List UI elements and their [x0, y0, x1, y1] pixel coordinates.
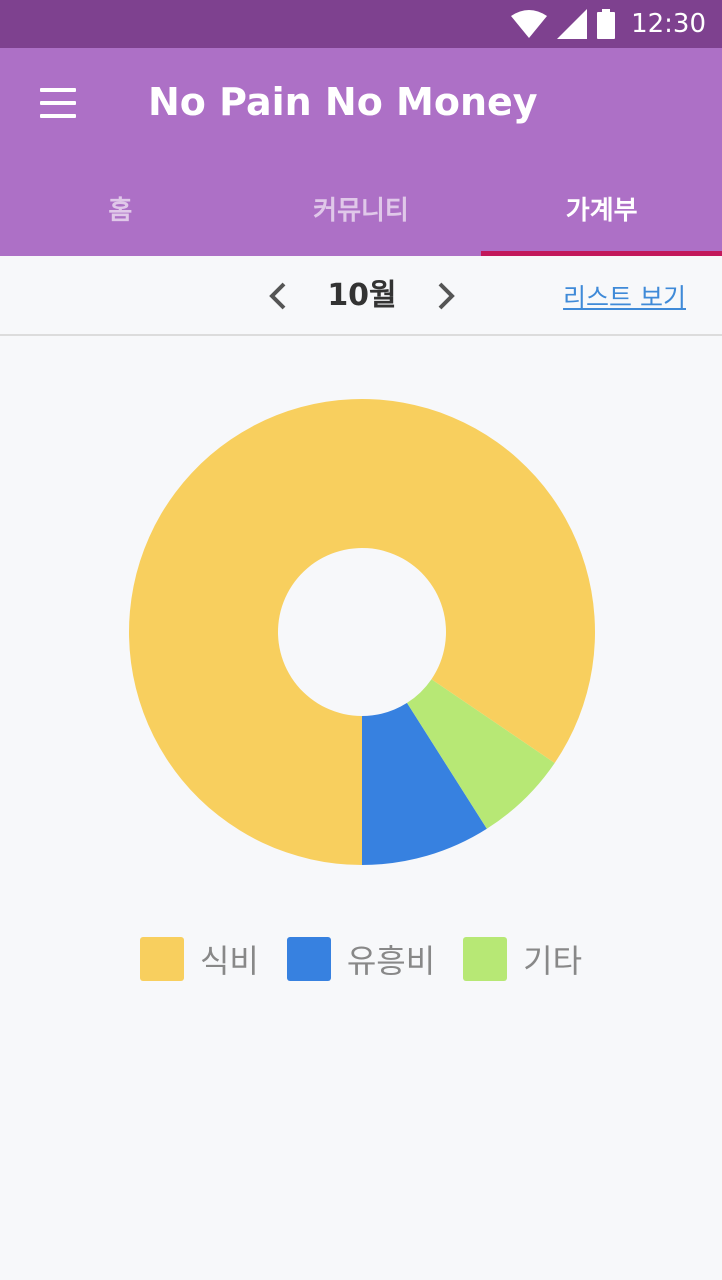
- pie-slice-food: [129, 399, 595, 865]
- chart-legend: 식비 유흥비 기타: [0, 934, 722, 984]
- legend-item-food: 식비: [139, 936, 259, 982]
- legend-item-entertainment: 유흥비: [286, 936, 436, 982]
- legend-label: 유흥비: [346, 942, 436, 980]
- chevron-right-icon[interactable]: [428, 276, 462, 316]
- legend-label: 기타: [523, 942, 583, 980]
- legend-label: 식비: [199, 942, 259, 980]
- month-navigation: 10월 리스트 보기: [0, 256, 722, 336]
- tab-community[interactable]: 커뮤니티: [313, 195, 409, 226]
- app-title: No Pain No Money: [148, 80, 538, 124]
- legend-swatch: [286, 937, 331, 981]
- tab-home[interactable]: 홈: [108, 195, 133, 226]
- legend-swatch: [463, 937, 508, 981]
- tab-account-book[interactable]: 가계부: [481, 160, 722, 256]
- donut-chart: [129, 399, 595, 865]
- battery-icon: [597, 9, 616, 39]
- list-view-link[interactable]: 리스트 보기: [563, 283, 686, 312]
- month-label: 10월: [327, 278, 397, 313]
- legend-item-other: 기타: [463, 936, 582, 982]
- hamburger-menu-icon[interactable]: [36, 86, 80, 120]
- wifi-icon: [511, 10, 548, 38]
- app-bar: No Pain No Money 홈 커뮤니티 가계부: [0, 48, 722, 256]
- pie-slice-entertainment: [362, 702, 487, 865]
- tab-bar: 홈 커뮤니티 가계부: [0, 160, 722, 256]
- signal-icon: [557, 9, 588, 39]
- pie-slice-other: [407, 679, 555, 829]
- chevron-left-icon[interactable]: [262, 276, 296, 316]
- legend-swatch: [139, 937, 184, 981]
- status-bar: 12:30: [0, 0, 722, 48]
- status-time: 12:30: [631, 9, 706, 39]
